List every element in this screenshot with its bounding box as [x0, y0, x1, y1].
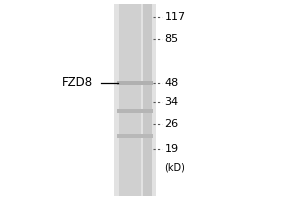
- Bar: [143, 4, 152, 196]
- Bar: [118, 4, 141, 196]
- Bar: [117, 81, 153, 85]
- Bar: [117, 134, 153, 138]
- Text: 26: 26: [164, 119, 178, 129]
- Bar: [117, 109, 153, 113]
- Bar: [114, 4, 156, 196]
- Text: 48: 48: [164, 78, 179, 88]
- Text: 34: 34: [164, 97, 178, 107]
- Text: 19: 19: [164, 144, 178, 154]
- Text: 85: 85: [164, 34, 178, 44]
- Text: 117: 117: [164, 12, 185, 22]
- Text: FZD8: FZD8: [62, 76, 93, 90]
- Text: (kD): (kD): [164, 162, 185, 172]
